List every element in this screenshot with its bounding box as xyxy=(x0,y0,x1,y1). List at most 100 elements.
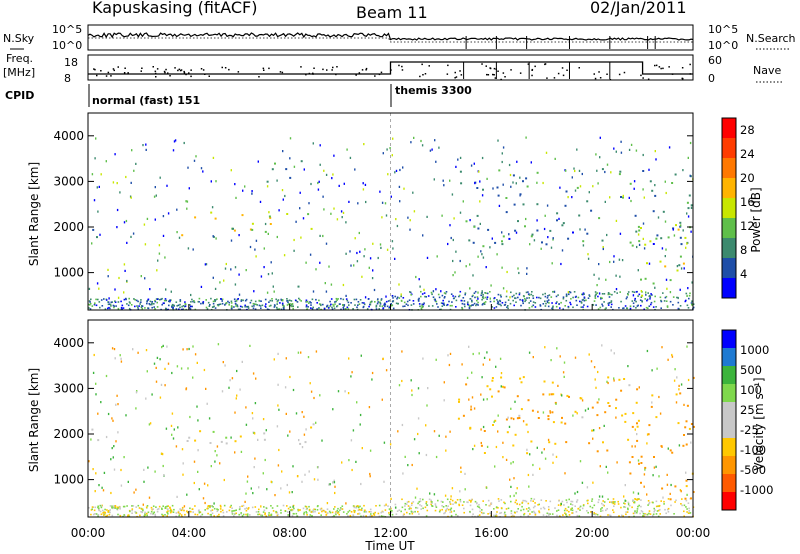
echo-cell xyxy=(392,300,394,303)
y-tick-label: 1000 xyxy=(53,473,84,487)
echo-cell xyxy=(524,298,526,300)
echo-cell xyxy=(634,512,636,514)
echo-cell xyxy=(571,196,573,199)
echo-cell xyxy=(264,458,266,462)
echo-cell xyxy=(642,170,645,172)
echo-cell xyxy=(678,384,680,387)
echo-cell xyxy=(297,509,300,511)
echo-cell xyxy=(232,227,234,230)
echo-cell xyxy=(500,511,503,514)
echo-cell xyxy=(677,422,680,425)
nave-point xyxy=(486,73,488,76)
echo-cell xyxy=(522,302,524,305)
echo-cell xyxy=(582,240,585,243)
echo-cell xyxy=(410,504,413,506)
echo-cell xyxy=(135,299,138,302)
echo-cell xyxy=(428,305,430,307)
echo-cell xyxy=(375,304,378,307)
echo-cell xyxy=(107,307,109,310)
echo-cell xyxy=(214,307,217,309)
echo-cell xyxy=(476,303,478,306)
echo-cell xyxy=(113,348,116,351)
echo-cell xyxy=(331,511,334,514)
echo-cell xyxy=(183,505,186,508)
echo-cell xyxy=(502,183,504,186)
echo-cell xyxy=(494,419,497,422)
nave-point xyxy=(485,65,487,67)
echo-cell xyxy=(189,304,191,306)
echo-cell xyxy=(416,507,419,509)
echo-cell xyxy=(443,381,445,384)
echo-cell xyxy=(485,486,488,489)
echo-cell xyxy=(522,420,525,423)
echo-cell xyxy=(194,505,196,507)
echo-cell xyxy=(251,412,254,415)
velocity-colorbar-tick: 500 xyxy=(740,363,762,377)
echo-cell xyxy=(527,514,530,517)
echo-cell xyxy=(576,186,579,189)
echo-cell xyxy=(213,515,215,517)
echo-cell xyxy=(664,180,666,183)
echo-cell xyxy=(406,501,409,503)
echo-cell xyxy=(98,287,100,290)
echo-cell xyxy=(486,351,488,354)
echo-cell xyxy=(107,268,109,271)
freq-panel-frame xyxy=(87,54,694,81)
echo-cell xyxy=(350,439,353,442)
echo-cell xyxy=(142,509,144,512)
echo-cell xyxy=(383,304,385,306)
echo-cell xyxy=(551,513,554,515)
noise-tick-left-low: 10^0 xyxy=(52,39,82,52)
echo-cell xyxy=(445,510,447,512)
echo-cell xyxy=(206,507,208,510)
velocity-colorbar-swatch xyxy=(722,366,736,384)
echo-cell xyxy=(96,282,99,285)
echo-cell xyxy=(180,514,183,516)
echo-cell xyxy=(245,492,247,495)
echo-cell xyxy=(580,306,583,308)
echo-cell xyxy=(637,492,640,495)
echo-cell xyxy=(327,307,330,309)
echo-cell xyxy=(114,300,116,302)
echo-cell xyxy=(379,301,381,304)
echo-cell xyxy=(613,379,615,382)
echo-cell xyxy=(620,140,622,143)
echo-cell xyxy=(155,366,157,369)
echo-cell xyxy=(387,505,389,507)
echo-cell xyxy=(648,512,650,515)
echo-cell xyxy=(100,401,102,404)
echo-cell xyxy=(116,508,118,510)
echo-cell xyxy=(183,141,185,145)
echo-cell xyxy=(150,512,152,515)
echo-cell xyxy=(309,301,311,303)
echo-cell xyxy=(600,508,602,510)
echo-cell xyxy=(101,305,104,307)
echo-cell xyxy=(564,472,566,475)
echo-cell xyxy=(244,305,246,308)
echo-cell xyxy=(253,466,255,469)
echo-cell xyxy=(277,404,279,407)
echo-cell xyxy=(500,385,502,388)
echo-cell xyxy=(640,462,643,464)
echo-cell xyxy=(301,480,303,483)
echo-cell xyxy=(179,303,181,306)
echo-cell xyxy=(683,267,685,270)
echo-cell xyxy=(529,508,531,511)
echo-cell xyxy=(361,275,363,278)
echo-cell xyxy=(224,303,227,305)
echo-cell xyxy=(291,491,293,494)
echo-cell xyxy=(125,298,127,301)
echo-cell xyxy=(610,349,612,352)
echo-cell xyxy=(663,300,666,302)
echo-cell xyxy=(313,396,315,400)
nave-point xyxy=(380,71,383,74)
echo-cell xyxy=(398,509,401,511)
echo-cell xyxy=(671,353,673,357)
echo-cell xyxy=(687,156,689,159)
freq-unit-label: [MHz] xyxy=(3,66,35,79)
echo-cell xyxy=(651,369,653,372)
echo-cell xyxy=(346,299,349,302)
echo-cell xyxy=(369,475,371,478)
echo-cell xyxy=(510,417,513,420)
echo-cell xyxy=(534,302,537,304)
